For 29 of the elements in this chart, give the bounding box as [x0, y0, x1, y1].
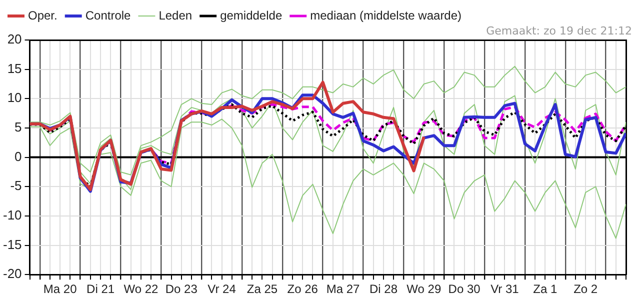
x-tick-label: Za 25	[246, 282, 278, 296]
x-tick-label: Do 30	[448, 282, 481, 296]
y-tick-label: -10	[2, 208, 22, 223]
y-tick-label: -20	[2, 266, 22, 282]
legend-label: Leden	[158, 8, 192, 22]
x-tick-label: Ma 27	[326, 282, 360, 296]
x-tick-label: Wo 29	[406, 282, 442, 296]
x-tick-label: Vr 31	[490, 282, 520, 296]
x-tick-label: Za 1	[533, 282, 558, 296]
x-tick-label: Di 28	[369, 282, 398, 296]
y-tick-label: 0	[14, 148, 22, 164]
x-tick-label: Ma 20	[43, 282, 78, 296]
y-tick-label: 15	[7, 60, 22, 76]
legend-label: Controle	[85, 8, 132, 22]
text: Gemaakt: zo 19 dec 21:12	[486, 24, 632, 38]
y-tick-label: 5	[14, 120, 22, 135]
y-tick-label: 20	[7, 32, 22, 47]
legend-label: gemiddelde	[220, 8, 282, 22]
x-tick-label: Do 23	[165, 282, 198, 296]
legend-label: mediaan (middelste waarde)	[310, 8, 462, 22]
x-tick-label: Di 21	[86, 282, 115, 296]
y-tick-label: -15	[2, 236, 22, 252]
x-tick-label: Zo 2	[574, 282, 598, 296]
x-tick-label: Wo 22	[124, 282, 159, 296]
y-tick-label: 10	[7, 90, 22, 106]
x-tick-label: Vr 24	[208, 282, 236, 296]
legend-label: Oper.	[28, 8, 58, 22]
y-tick-label: -5	[10, 178, 22, 194]
x-tick-label: Zo 26	[287, 282, 318, 296]
